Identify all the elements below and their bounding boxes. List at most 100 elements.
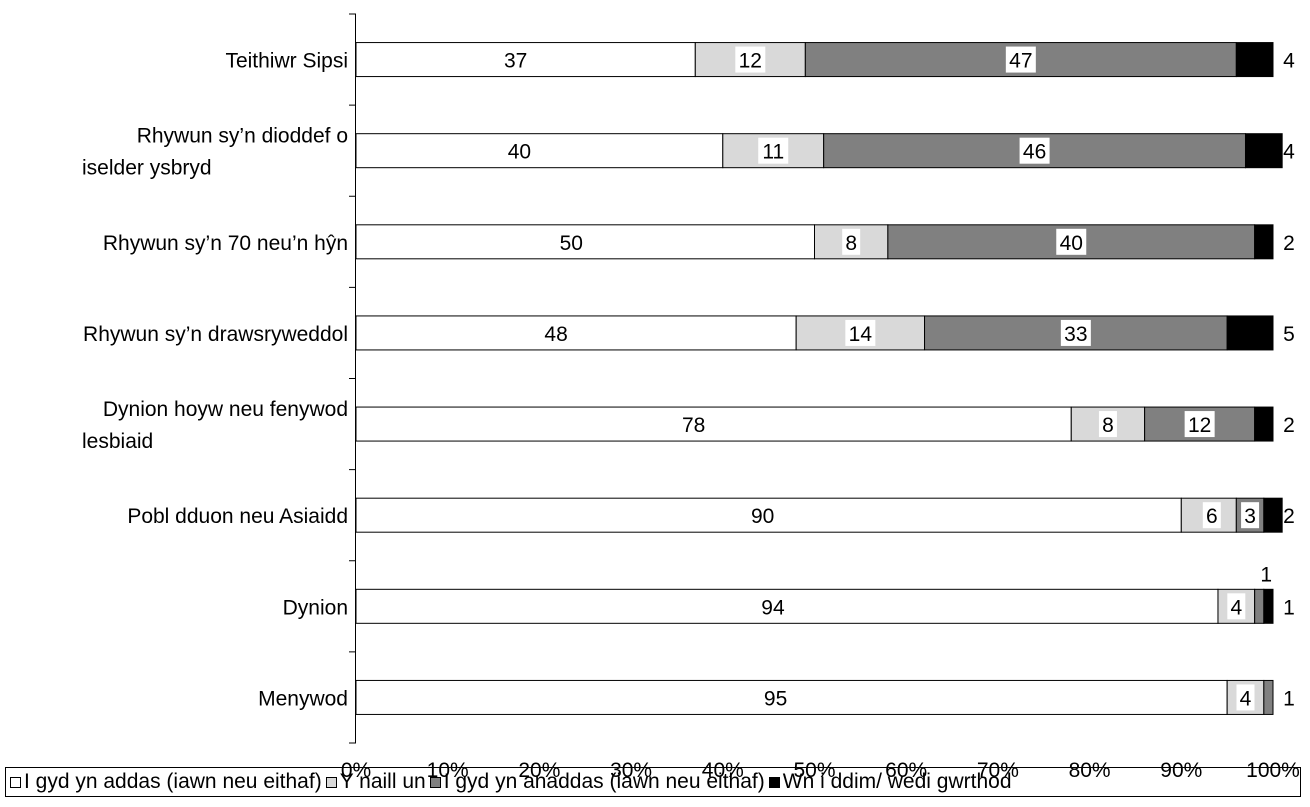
category-label-line: Rhywun sy’n dioddef o (137, 125, 348, 148)
category-label-menywod: Menywod (258, 687, 348, 710)
x-tick-label-8: 80% (1069, 759, 1111, 782)
x-tick-label-2: 20% (518, 759, 560, 782)
data-label-rhywun-sy-n-dioddef-o-iselder-ysbryd-i-gyd-yn-anaddas-iawn-neu-eithaf: 46 (1023, 141, 1046, 164)
data-label-bg-teithiwr-sipsi-i-gyd-yn-addas-iawn-neu-eithaf (500, 46, 531, 73)
x-tick-label-6: 60% (885, 759, 927, 782)
data-label-bg-menywod-i-gyd-yn-addas-iawn-neu-eithaf (760, 684, 791, 711)
data-label-bg-teithiwr-sipsi-i-gyd-yn-anaddas-iawn-neu-eithaf (1005, 46, 1036, 73)
data-label-pobl-dduon-neu-asiaidd-wn-i-ddim-wedi-gwrthod: 2 (1283, 505, 1295, 528)
data-label-bg-rhywun-sy-n-drawsryweddol-i-gyd-yn-anaddas-iawn-neu-eithaf (1060, 319, 1091, 346)
data-label-pobl-dduon-neu-asiaidd-y-naill-un: 6 (1206, 505, 1218, 528)
category-label-pobl-dduon-neu-asiaidd: Pobl dduon neu Asiaidd (127, 505, 348, 528)
data-label-dynion-hoyw-neu-fenywod-lesbiaid-i-gyd-yn-addas-iawn-neu-eithaf: 78 (682, 414, 705, 437)
legend-swatch-agree (10, 776, 21, 788)
bar-segment-rhywun-sy-n-70-neu-n-h-n-wn-i-ddim-wedi-gwrthod (1254, 224, 1274, 260)
data-label-bg-teithiwr-sipsi-y-naill-un (735, 46, 766, 73)
category-label-line: iselder ysbryd (82, 157, 212, 180)
category-label-dynion: Dynion (283, 596, 348, 619)
data-label-bg-dynion-hoyw-neu-fenywod-lesbiaid-i-gyd-yn-addas-iawn-neu-eithaf (678, 411, 709, 438)
data-label-bg-rhywun-sy-n-dioddef-o-iselder-ysbryd-y-naill-un (758, 137, 789, 164)
x-tick-label-4: 40% (702, 759, 744, 782)
data-label-bg-rhywun-sy-n-drawsryweddol-y-naill-un (845, 319, 876, 346)
legend-swatch-disagree (429, 776, 441, 788)
bar-segment-pobl-dduon-neu-asiaidd-wn-i-ddim-wedi-gwrthod (1263, 497, 1283, 533)
data-label-pobl-dduon-neu-asiaidd-i-gyd-yn-addas-iawn-neu-eithaf: 90 (751, 505, 774, 528)
data-label-rhywun-sy-n-drawsryweddol-wn-i-ddim-wedi-gwrthod: 5 (1283, 323, 1295, 346)
legend-item-neither: Y naill un (325, 770, 426, 794)
data-label-dynion-hoyw-neu-fenywod-lesbiaid-i-gyd-yn-anaddas-iawn-neu-eithaf: 12 (1188, 414, 1211, 437)
legend-label-neither: Y naill un (339, 770, 426, 793)
data-label-teithiwr-sipsi-wn-i-ddim-wedi-gwrthod: 4 (1283, 50, 1295, 73)
data-label-dynion-i-gyd-yn-addas-iawn-neu-eithaf: 94 (761, 596, 785, 619)
data-label-bg-pobl-dduon-neu-asiaidd-i-gyd-yn-addas-iawn-neu-eithaf (747, 502, 778, 529)
x-tick-label-0: 0% (341, 759, 371, 782)
bar-segment-teithiwr-sipsi-wn-i-ddim-wedi-gwrthod (1235, 42, 1274, 78)
data-label-bg-dynion-hoyw-neu-fenywod-lesbiaid-y-naill-un (1098, 411, 1117, 438)
category-label-rhywun-sy-n-70-neu-n-h-n: Rhywun sy’n 70 neu’n hŷn (103, 232, 348, 255)
data-label-bg-rhywun-sy-n-dioddef-o-iselder-ysbryd-i-gyd-yn-addas-iawn-neu-eithaf (504, 137, 535, 164)
data-label-teithiwr-sipsi-i-gyd-yn-addas-iawn-neu-eithaf: 37 (504, 50, 527, 73)
data-label-menywod-wn-i-ddim-wedi-gwrthod: 1 (1283, 687, 1295, 710)
legend-swatch-neither (325, 776, 337, 788)
data-label-bg-pobl-dduon-neu-asiaidd-i-gyd-yn-anaddas-iawn-neu-eithaf (1241, 502, 1260, 529)
data-label-bg-rhywun-sy-n-70-neu-n-h-n-i-gyd-yn-anaddas-iawn-neu-eithaf (1056, 228, 1087, 255)
data-label-menywod-y-naill-un: 4 (1240, 687, 1252, 710)
data-label-bg-rhywun-sy-n-drawsryweddol-i-gyd-yn-addas-iawn-neu-eithaf (541, 319, 572, 346)
data-label-bg-rhywun-sy-n-70-neu-n-h-n-i-gyd-yn-addas-iawn-neu-eithaf (556, 228, 587, 255)
category-label-teithiwr-sipsi: Teithiwr Sipsi (225, 50, 348, 73)
legend: I gyd yn addas (iawn neu eithaf) Y naill… (5, 767, 1301, 797)
category-label-dynion-hoyw-neu-fenywod-lesbiaid: Dynion hoyw neu fenywod lesbiaid (82, 398, 348, 453)
x-tick-label-10: 100% (1246, 759, 1300, 782)
data-label-teithiwr-sipsi-i-gyd-yn-anaddas-iawn-neu-eithaf: 47 (1009, 50, 1032, 73)
data-label-bg-menywod-y-naill-un (1236, 684, 1255, 711)
data-label-bg-dynion-i-gyd-yn-addas-iawn-neu-eithaf (757, 593, 788, 620)
data-label-bg-dynion-hoyw-neu-fenywod-lesbiaid-i-gyd-yn-anaddas-iawn-neu-eithaf (1184, 411, 1215, 438)
data-label-dynion-hoyw-neu-fenywod-lesbiaid-wn-i-ddim-wedi-gwrthod: 2 (1283, 414, 1295, 437)
legend-swatch-dontknow (768, 776, 780, 788)
data-label-rhywun-sy-n-drawsryweddol-i-gyd-yn-addas-iawn-neu-eithaf: 48 (544, 323, 567, 346)
data-label-rhywun-sy-n-70-neu-n-h-n-i-gyd-yn-anaddas-iawn-neu-eithaf: 40 (1060, 232, 1083, 255)
x-tick-label-3: 30% (610, 759, 652, 782)
legend-item-disagree: I gyd yn anaddas (iawn neu eithaf) (429, 770, 765, 794)
data-label-menywod-i-gyd-yn-addas-iawn-neu-eithaf: 95 (764, 687, 787, 710)
bar-segment-rhywun-sy-n-dioddef-o-iselder-ysbryd-wn-i-ddim-wedi-gwrthod (1244, 133, 1283, 169)
bar-segment-menywod-i-gyd-yn-anaddas-iawn-neu-eithaf (1263, 679, 1274, 715)
category-label-line: lesbiaid (82, 430, 153, 453)
bar-segment-dynion-i-gyd-yn-anaddas-iawn-neu-eithaf (1254, 588, 1265, 624)
bar-segment-dynion-hoyw-neu-fenywod-lesbiaid-wn-i-ddim-wedi-gwrthod (1254, 406, 1274, 442)
legend-item-agree: I gyd yn addas (iawn neu eithaf) (10, 770, 322, 794)
bar-segment-rhywun-sy-n-drawsryweddol-wn-i-ddim-wedi-gwrthod (1226, 315, 1274, 351)
data-label-dynion-y-naill-un: 4 (1230, 596, 1242, 619)
data-label-rhywun-sy-n-70-neu-n-h-n-i-gyd-yn-addas-iawn-neu-eithaf: 50 (560, 232, 583, 255)
data-label-bg-dynion-y-naill-un (1227, 593, 1246, 620)
legend-label-agree: I gyd yn addas (iawn neu eithaf) (24, 770, 322, 793)
bar-segment-rhywun-sy-n-dioddef-o-iselder-ysbryd-i-gyd-yn-addas-iawn-neu-eithaf (355, 133, 724, 169)
data-label-rhywun-sy-n-dioddef-o-iselder-ysbryd-y-naill-un: 11 (762, 141, 784, 164)
data-label-dynion-i-gyd-yn-anaddas-iawn-neu-eithaf: 1 (1260, 563, 1272, 586)
data-label-teithiwr-sipsi-y-naill-un: 12 (739, 50, 762, 73)
legend-label-dontknow: Wn i ddim/ wedi gwrthod (782, 770, 1012, 793)
data-label-rhywun-sy-n-drawsryweddol-y-naill-un: 14 (849, 323, 873, 346)
data-label-bg-rhywun-sy-n-dioddef-o-iselder-ysbryd-i-gyd-yn-anaddas-iawn-neu-eithaf (1019, 137, 1050, 164)
bar-segment-dynion-hoyw-neu-fenywod-lesbiaid-i-gyd-yn-addas-iawn-neu-eithaf (355, 406, 1072, 442)
data-label-dynion-hoyw-neu-fenywod-lesbiaid-y-naill-un: 8 (1102, 414, 1114, 437)
x-tick-label-5: 50% (793, 759, 835, 782)
data-label-rhywun-sy-n-dioddef-o-iselder-ysbryd-wn-i-ddim-wedi-gwrthod: 4 (1283, 141, 1295, 164)
data-label-bg-pobl-dduon-neu-asiaidd-y-naill-un (1202, 502, 1221, 529)
data-label-dynion-wn-i-ddim-wedi-gwrthod: 1 (1283, 596, 1295, 619)
data-label-rhywun-sy-n-dioddef-o-iselder-ysbryd-i-gyd-yn-addas-iawn-neu-eithaf: 40 (508, 141, 531, 164)
x-tick-label-7: 70% (977, 759, 1019, 782)
data-label-bg-rhywun-sy-n-70-neu-n-h-n-y-naill-un (842, 228, 861, 255)
bar-segment-rhywun-sy-n-drawsryweddol-i-gyd-yn-addas-iawn-neu-eithaf (355, 315, 797, 351)
bars-layer (355, 42, 1283, 715)
data-label-rhywun-sy-n-drawsryweddol-i-gyd-yn-anaddas-iawn-neu-eithaf: 33 (1064, 323, 1087, 346)
legend-item-dontknow: Wn i ddim/ wedi gwrthod (768, 770, 1012, 794)
data-label-rhywun-sy-n-70-neu-n-h-n-wn-i-ddim-wedi-gwrthod: 2 (1283, 232, 1295, 255)
category-label-rhywun-sy-n-drawsryweddol: Rhywun sy’n drawsryweddol (83, 323, 348, 346)
legend-label-disagree: I gyd yn anaddas (iawn neu eithaf) (443, 770, 765, 793)
category-label-rhywun-sy-n-dioddef-o-iselder-ysbryd: Rhywun sy’n dioddef o iselder ysbryd (82, 125, 348, 180)
x-tick-label-9: 90% (1160, 759, 1202, 782)
bar-segment-menywod-i-gyd-yn-addas-iawn-neu-eithaf (355, 679, 1228, 715)
